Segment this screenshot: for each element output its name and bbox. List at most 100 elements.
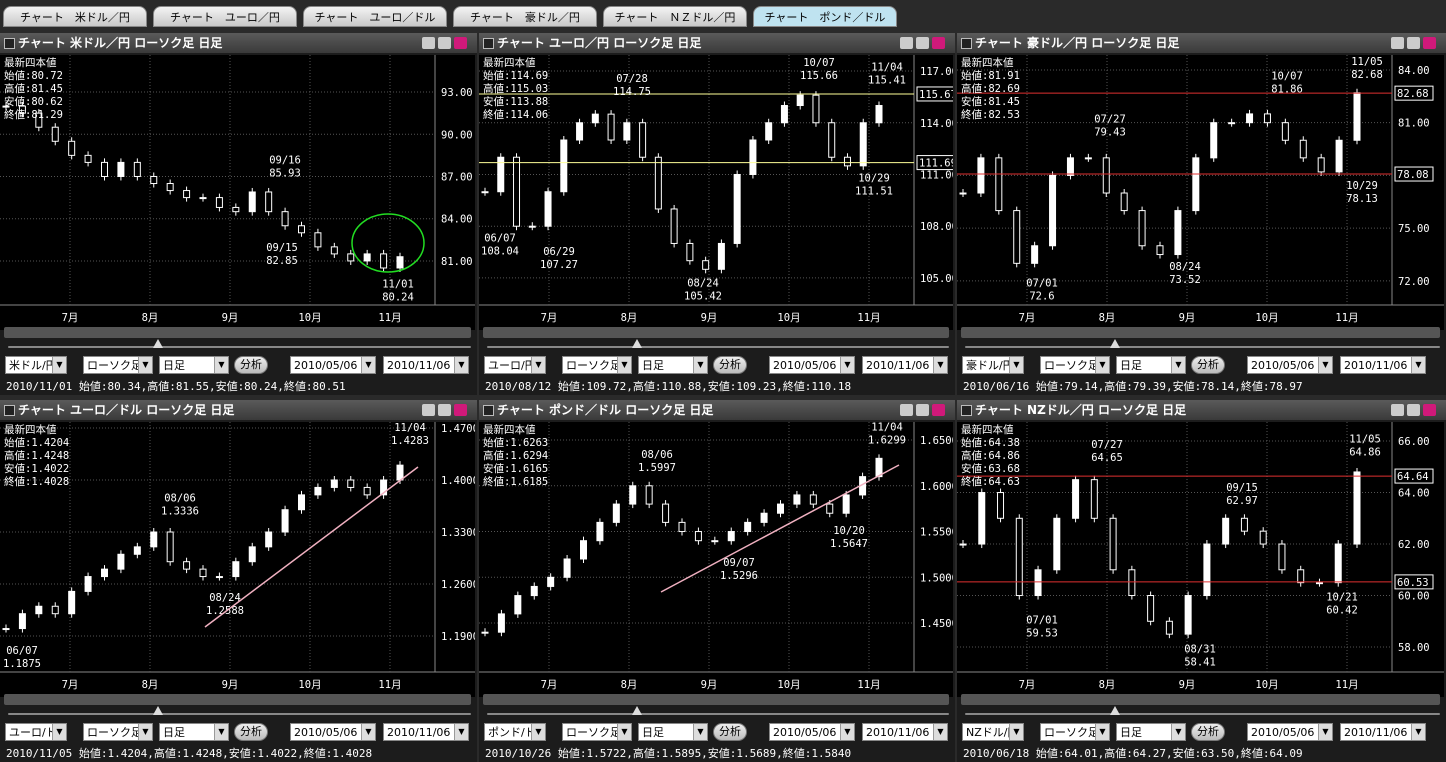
zoom-slider[interactable]	[965, 346, 1440, 348]
to-value: 2010/11/06	[866, 359, 930, 372]
y-tick-label: 1.5500	[920, 527, 953, 539]
analyze-button[interactable]: 分析	[234, 356, 268, 374]
annotation-value: 111.51	[855, 186, 893, 198]
dropdown[interactable]: ローソク足 ▼	[1040, 723, 1110, 741]
candle	[1192, 157, 1200, 212]
close-button[interactable]	[454, 404, 467, 416]
dropdown[interactable]: 2010/11/06 ▼	[383, 356, 469, 374]
dropdown[interactable]: 米ドル/円 ▼	[5, 356, 67, 374]
close-button[interactable]	[454, 37, 467, 49]
maximize-button[interactable]	[916, 37, 929, 49]
dropdown[interactable]: 2010/11/06 ▼	[862, 356, 948, 374]
annotation-date: 07/27	[1091, 439, 1123, 451]
tab[interactable]: チャート ポンド／ドル	[753, 6, 897, 27]
dropdown[interactable]: 日足 ▼	[638, 723, 708, 741]
candle	[1102, 157, 1110, 194]
tab[interactable]: チャート ユーロ／ドル	[303, 6, 447, 27]
maximize-button[interactable]	[438, 37, 451, 49]
analyze-button[interactable]: 分析	[713, 356, 747, 374]
info-line: 高値:1.4248	[4, 449, 69, 462]
dropdown[interactable]: ローソク足 ▼	[83, 356, 153, 374]
close-button[interactable]	[1423, 404, 1436, 416]
minimize-button[interactable]	[1391, 404, 1404, 416]
candle	[1281, 122, 1289, 141]
dropdown[interactable]: 2010/05/06 ▼	[769, 356, 855, 374]
dropdown[interactable]: 日足 ▼	[159, 356, 229, 374]
slider-thumb[interactable]	[1110, 339, 1120, 348]
dropdown[interactable]: ローソク足 ▼	[83, 723, 153, 741]
tab[interactable]: チャート ユーロ／円	[153, 6, 297, 27]
zoom-slider[interactable]	[965, 713, 1440, 715]
dropdown[interactable]: 日足 ▼	[159, 723, 229, 741]
zoom-slider[interactable]	[487, 713, 949, 715]
scrollbar[interactable]	[4, 694, 471, 705]
candle	[623, 122, 631, 141]
tab[interactable]: チャート 豪ドル／円	[453, 6, 597, 27]
minimize-button[interactable]	[422, 404, 435, 416]
scrollbar[interactable]	[961, 327, 1440, 338]
slider-thumb[interactable]	[632, 706, 642, 715]
minimize-button[interactable]	[422, 37, 435, 49]
candle	[875, 105, 883, 124]
dropdown[interactable]: 2010/05/06 ▼	[290, 356, 376, 374]
dropdown[interactable]: 2010/11/06 ▼	[1340, 723, 1426, 741]
maximize-button[interactable]	[1407, 37, 1420, 49]
minimize-button[interactable]	[1391, 37, 1404, 49]
trend-line	[660, 464, 900, 593]
zoom-slider[interactable]	[487, 346, 949, 348]
y-tick-label: 1.4700	[441, 423, 475, 435]
slider-thumb[interactable]	[153, 339, 163, 348]
dropdown[interactable]: 豪ドル/円 ▼	[962, 356, 1024, 374]
analyze-button[interactable]: 分析	[1191, 723, 1225, 741]
dropdown[interactable]: ユーロ/ドル ▼	[5, 723, 67, 741]
dropdown[interactable]: 2010/05/06 ▼	[1247, 723, 1333, 741]
dropdown[interactable]: 2010/11/06 ▼	[1340, 356, 1426, 374]
dropdown[interactable]: ユーロ/円 ▼	[484, 356, 546, 374]
annotation-value: 82.85	[266, 255, 298, 267]
analyze-button[interactable]: 分析	[1191, 356, 1225, 374]
tab[interactable]: チャート ＮＺドル／円	[603, 6, 747, 27]
analyze-button[interactable]: 分析	[713, 723, 747, 741]
analyze-button[interactable]: 分析	[234, 723, 268, 741]
close-button[interactable]	[932, 37, 945, 49]
slider-thumb[interactable]	[153, 706, 163, 715]
dropdown[interactable]: ローソク足 ▼	[562, 723, 632, 741]
scrollbar[interactable]	[483, 694, 949, 705]
dropdown[interactable]: 日足 ▼	[1116, 723, 1186, 741]
maximize-button[interactable]	[438, 404, 451, 416]
candle	[298, 494, 305, 511]
close-button[interactable]	[932, 404, 945, 416]
zoom-slider[interactable]	[8, 713, 471, 715]
dropdown[interactable]: 日足 ▼	[638, 356, 708, 374]
candle	[133, 161, 141, 177]
dropdown[interactable]: 2010/11/06 ▼	[862, 723, 948, 741]
dropdown-arrow: ▼	[531, 357, 545, 373]
panel-title: チャート ユーロ／ドル ローソク足 日足	[18, 403, 235, 417]
maximize-button[interactable]	[916, 404, 929, 416]
dropdown[interactable]: 2010/11/06 ▼	[383, 723, 469, 741]
tab[interactable]: チャート 米ドル／円	[3, 6, 147, 27]
scrollbar[interactable]	[4, 327, 471, 338]
maximize-button[interactable]	[1407, 404, 1420, 416]
dropdown[interactable]: 日足 ▼	[1116, 356, 1186, 374]
month-label: 11月	[857, 312, 880, 324]
close-button[interactable]	[1423, 37, 1436, 49]
minimize-button[interactable]	[900, 37, 913, 49]
slider-thumb[interactable]	[1110, 706, 1120, 715]
minimize-button[interactable]	[900, 404, 913, 416]
slider-thumb[interactable]	[632, 339, 642, 348]
dropdown-arrow: ▼	[1318, 357, 1332, 373]
dropdown[interactable]: ローソク足 ▼	[562, 356, 632, 374]
dropdown[interactable]: 2010/05/06 ▼	[769, 723, 855, 741]
dropdown[interactable]: NZドル/円 ▼	[962, 723, 1024, 741]
dropdown[interactable]: 2010/05/06 ▼	[290, 723, 376, 741]
dropdown[interactable]: 2010/05/06 ▼	[1247, 356, 1333, 374]
scrollbar[interactable]	[961, 694, 1440, 705]
annotation-value: 78.13	[1346, 193, 1378, 205]
candle	[314, 486, 322, 496]
dropdown[interactable]: ローソク足 ▼	[1040, 356, 1110, 374]
period-value: 日足	[163, 359, 185, 372]
scrollbar[interactable]	[483, 327, 949, 338]
zoom-slider[interactable]	[8, 346, 471, 348]
dropdown[interactable]: ポンド/ドル ▼	[484, 723, 546, 741]
